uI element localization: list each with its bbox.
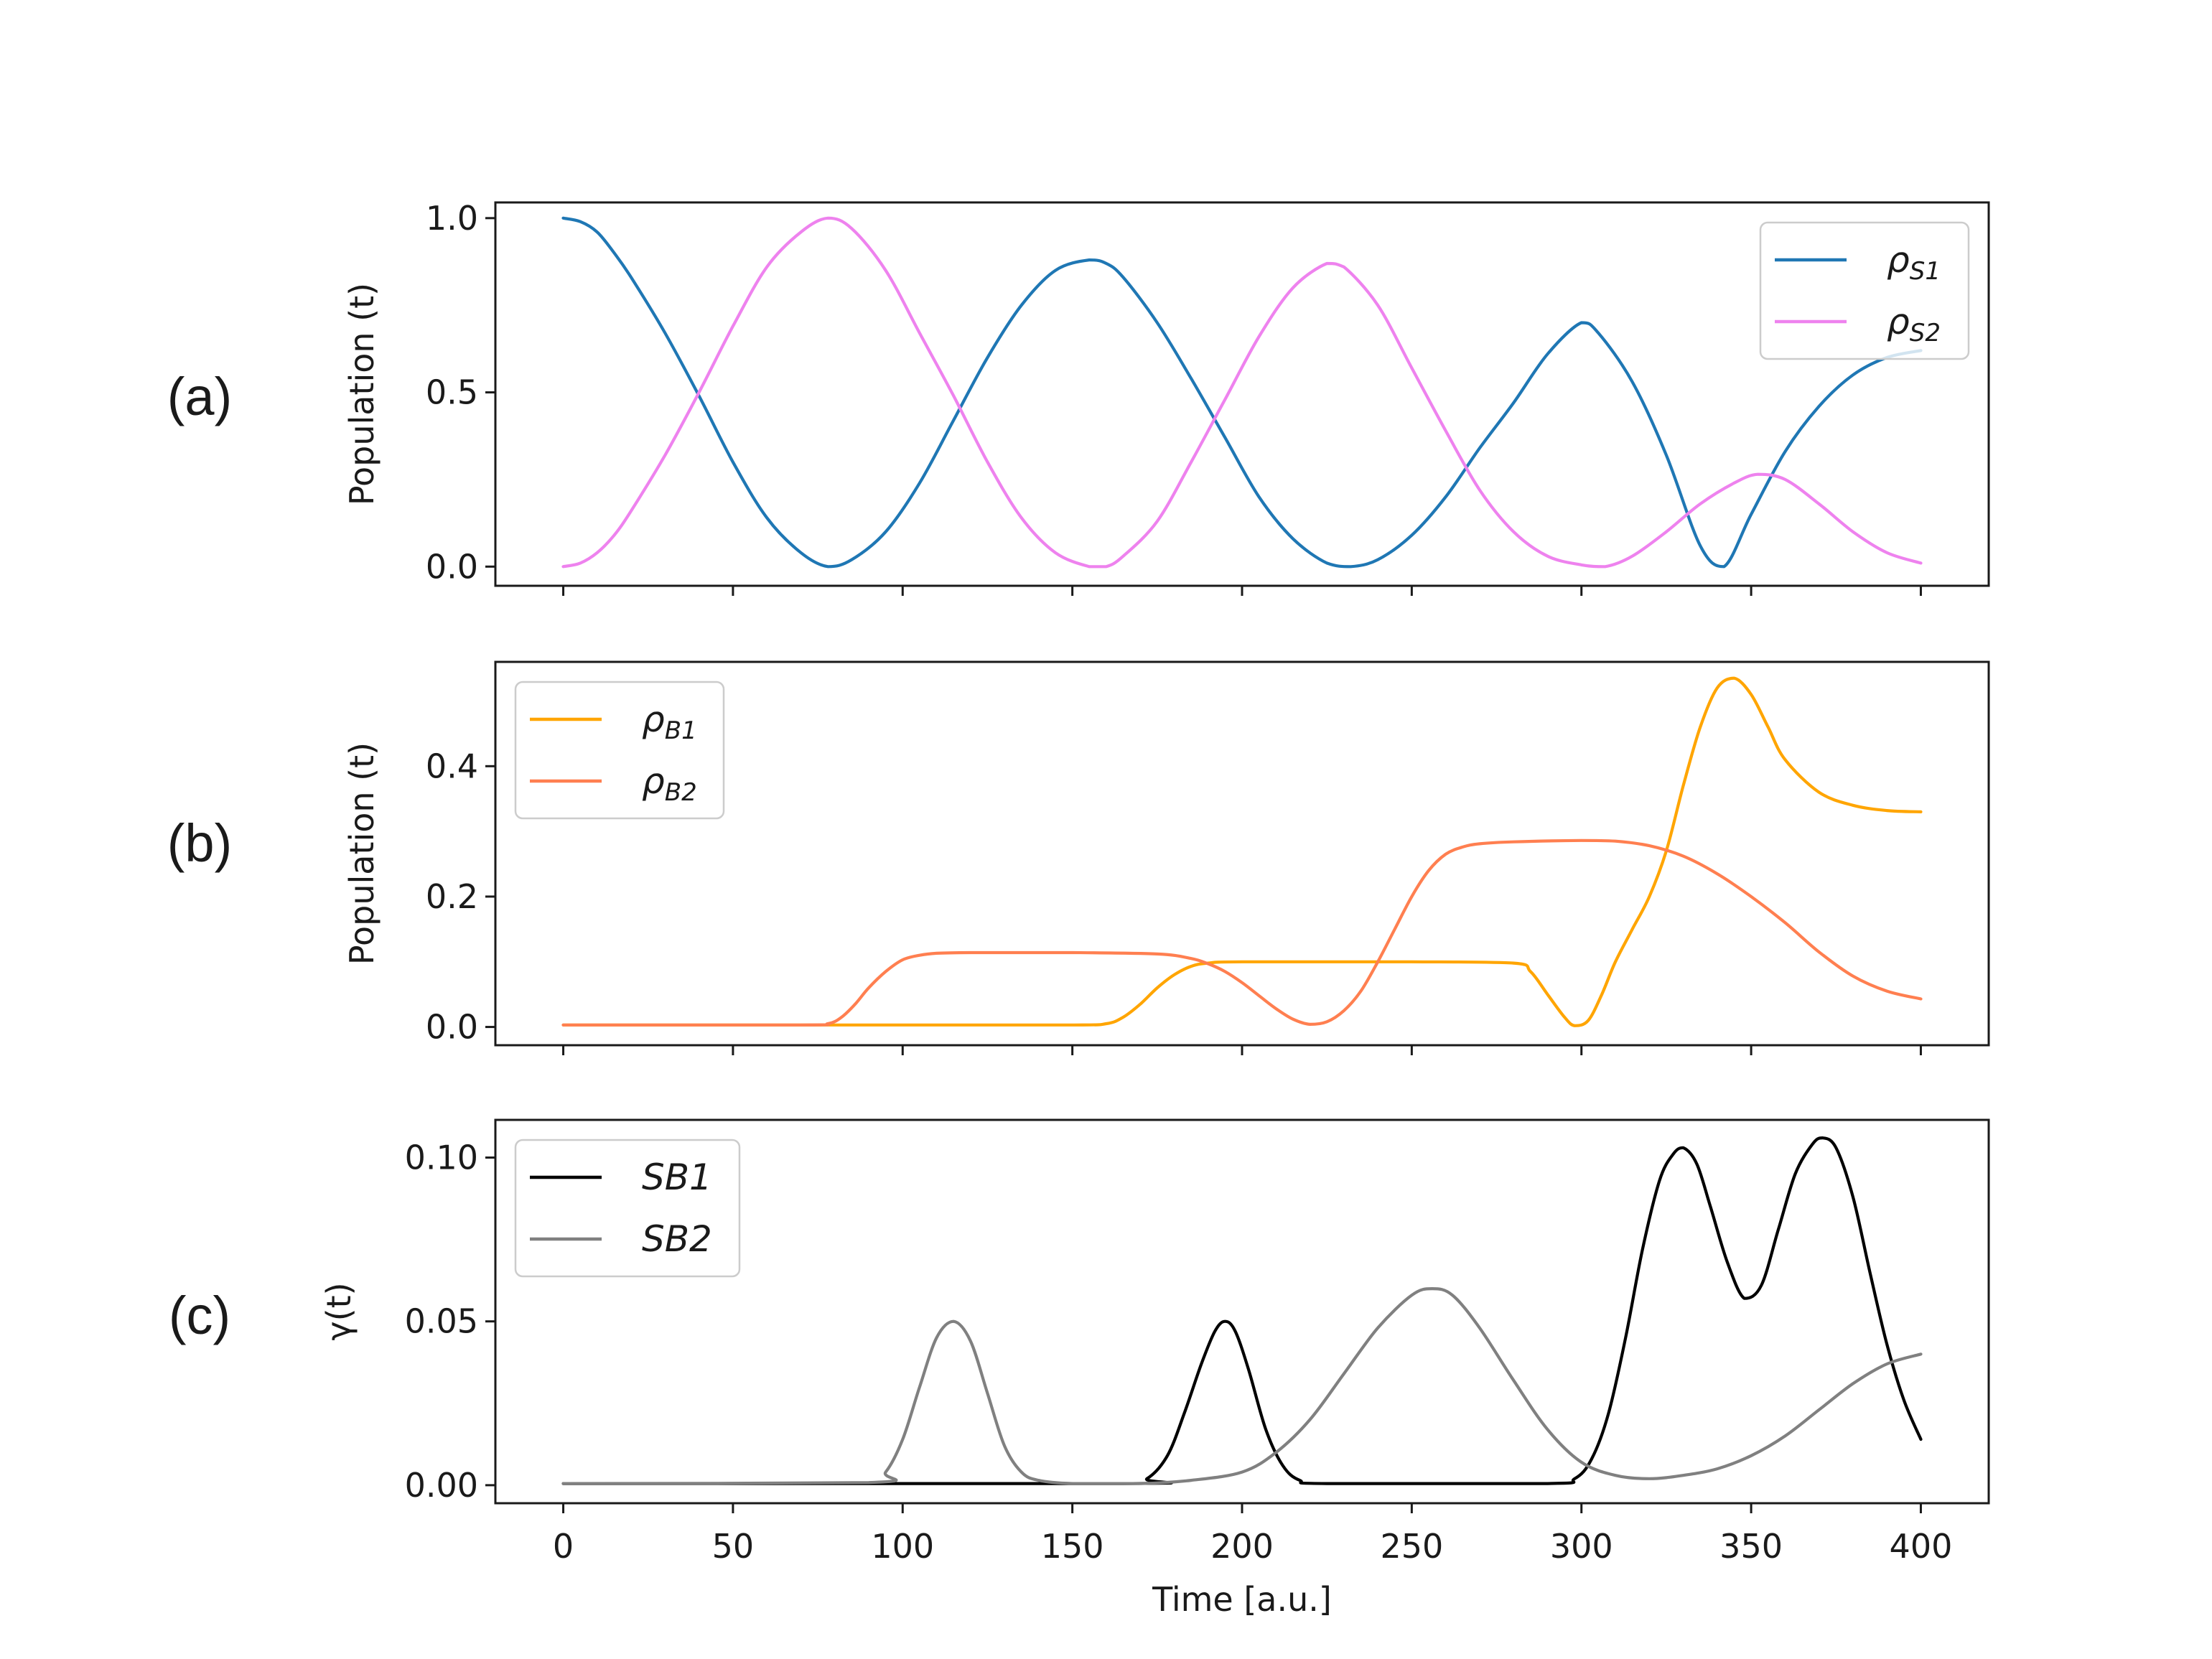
panel-b: 0.0 0.2 0.4 Population (t) ρB1 ρB2 [342,660,1990,1055]
panel-label-b: (b) [167,813,232,873]
legend-label: ρS1 [1887,239,1941,286]
y-axis-label: Population (t) [342,742,381,965]
y-tick-label: 0.0 [426,547,478,586]
legend-box [1759,221,1970,360]
series-line-ρs2-1 [561,216,1923,569]
x-tick-label: 100 [871,1527,934,1566]
legend-label: SB1 [642,1156,712,1198]
y-tick-label: 0.00 [405,1466,478,1505]
x-tick-label: 50 [712,1527,755,1566]
legend-box [514,1139,741,1278]
series-line-ρb1-0 [561,676,1923,1027]
y-tick-label: 0.10 [405,1138,478,1177]
y-tick-label: 0.0 [426,1008,478,1047]
x-tick-label: 250 [1380,1527,1443,1566]
y-tick-label: 0.4 [426,747,478,785]
y-tick-label: 0.05 [405,1302,478,1341]
x-tick-label: 350 [1719,1527,1783,1566]
y-tick-label: 0.2 [426,877,478,916]
y-axis-label: Population (t) [342,283,381,505]
legend-box [514,681,725,820]
x-axis-label: Time [a.u.] [1152,1580,1332,1619]
x-tick-label: 400 [1890,1527,1953,1566]
legend-label: ρS2 [1887,301,1941,347]
panel-a: 0.0 0.5 1.0 Population (t) ρS1 ρS2 [342,199,1990,596]
x-tick-label: 150 [1041,1527,1104,1566]
legend-label: ρB1 [642,698,697,745]
series-line-SB1-0 [561,1136,1923,1485]
x-tick-label: 300 [1550,1527,1613,1566]
y-tick-label: 0.5 [426,373,478,412]
panel-label-c: (c) [169,1286,230,1345]
series-line-ρb2-1 [561,838,1923,1027]
series-line-SB2-1 [561,1287,1923,1485]
panel-c: 0.00 0.05 0.10 0 50 100 150 200 250 300 350 400 γ(t)… [319,1118,1990,1619]
x-tick-label: 200 [1210,1527,1274,1566]
series-line-ρs1-0 [561,216,1923,569]
y-axis-label: γ(t) [319,1282,358,1340]
y-tick-label: 1.0 [426,199,478,238]
legend-label: ρB2 [642,760,697,807]
panel-label-a: (a) [167,367,232,426]
legend-label: SB2 [642,1218,712,1260]
x-tick-label: 0 [553,1527,574,1566]
